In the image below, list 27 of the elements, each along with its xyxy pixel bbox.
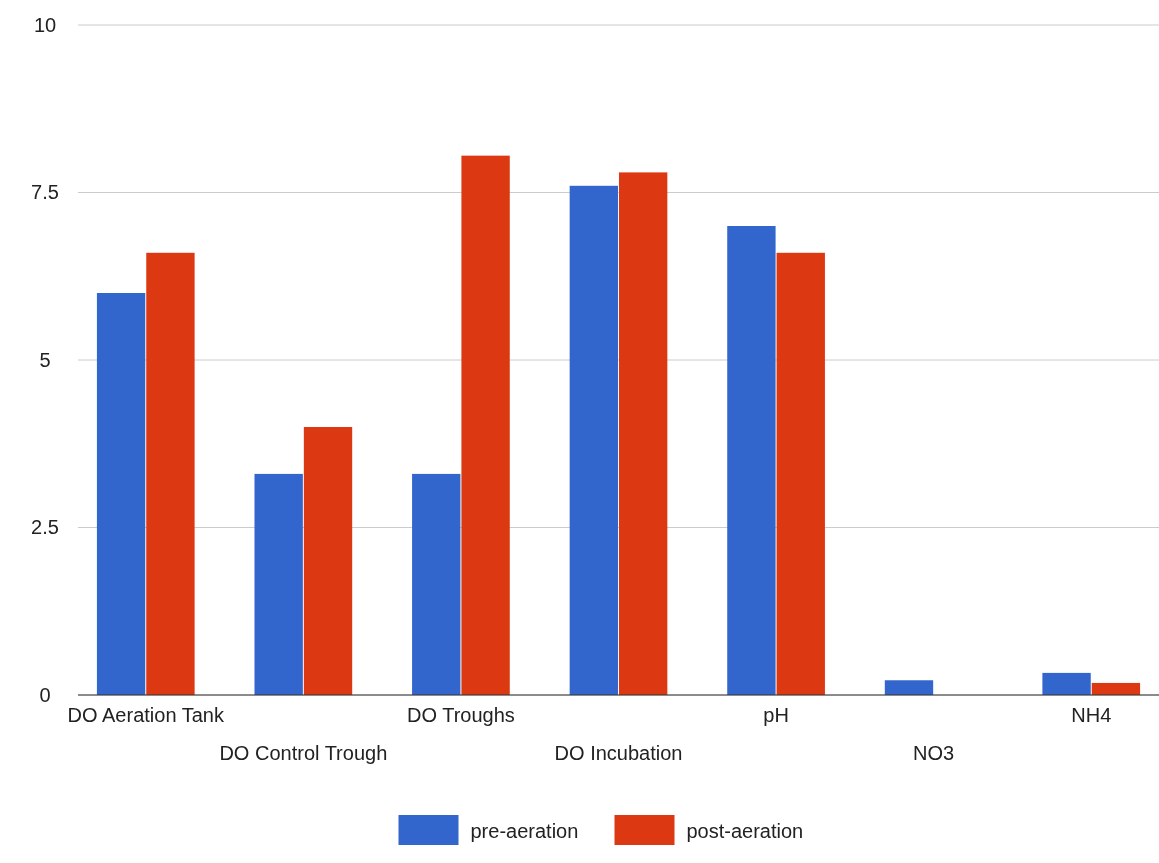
bar (1042, 672, 1091, 695)
y-tick-label: 0 (39, 683, 51, 706)
bar (884, 680, 934, 695)
y-tick-label: 10 (33, 13, 57, 36)
x-tick-label: DO Control Trough (219, 742, 388, 764)
legend-label: pre-aeration (470, 820, 579, 842)
bar (569, 185, 619, 695)
bar (618, 172, 668, 695)
bar (727, 226, 776, 695)
x-tick-label: DO Aeration Tank (67, 704, 225, 726)
x-tick-label: NO3 (913, 742, 955, 764)
y-tick-label: 2.5 (31, 516, 59, 539)
bar (776, 252, 825, 695)
bar (303, 427, 353, 695)
bar (146, 252, 195, 695)
bar (96, 293, 146, 695)
x-tick-label: DO Troughs (407, 704, 515, 726)
bar (1091, 682, 1141, 695)
x-tick-label: NH4 (1071, 704, 1112, 726)
bar (461, 155, 510, 695)
bar (254, 473, 303, 695)
x-tick-label: DO Incubation (554, 742, 683, 764)
legend-label: post-aeration (686, 820, 804, 842)
x-tick-label: pH (763, 704, 789, 726)
y-tick-label: 5 (39, 348, 51, 371)
bar (412, 473, 461, 695)
y-tick-label: 7.5 (31, 181, 59, 204)
